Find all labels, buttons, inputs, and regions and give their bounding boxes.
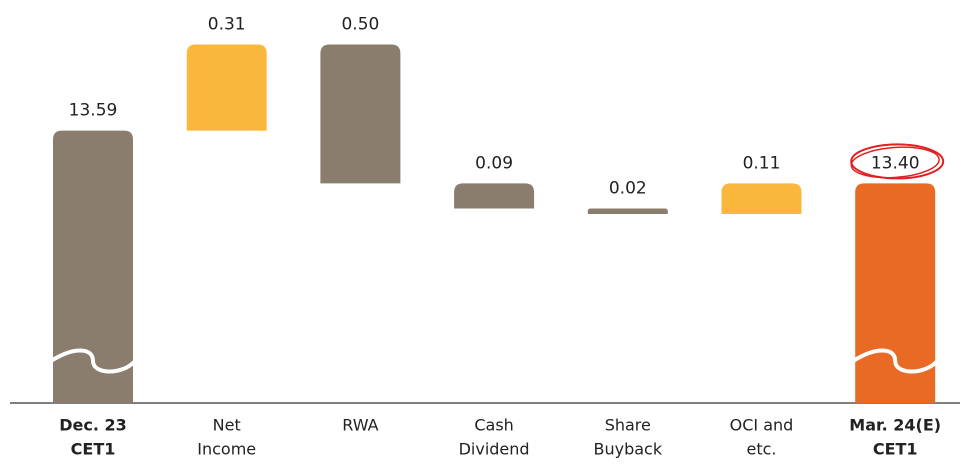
- bar: [53, 130, 133, 404]
- bar: [721, 183, 802, 215]
- x-tick-label: CET1: [71, 440, 116, 459]
- value-label: 13.40: [871, 153, 920, 173]
- value-label: 0.50: [341, 14, 379, 34]
- x-tick-label: CET1: [873, 440, 918, 459]
- x-tick-label: Dec. 23: [59, 416, 127, 435]
- x-tick-label: Buyback: [593, 440, 662, 459]
- bar: [855, 183, 936, 403]
- value-label: 0.02: [609, 178, 647, 198]
- x-tick-label: Dividend: [459, 440, 530, 459]
- value-label: 13.59: [69, 101, 118, 121]
- axis-break: [852, 348, 939, 374]
- bar: [587, 208, 668, 215]
- highlight-circle: [850, 146, 940, 179]
- x-tick-label: RWA: [342, 416, 378, 435]
- x-tick-label: Mar. 24(E): [849, 416, 941, 435]
- x-tick-label: Income: [197, 440, 256, 459]
- value-label: 0.09: [475, 153, 513, 173]
- x-tick-label: Cash: [474, 416, 513, 435]
- axis-break: [49, 348, 137, 374]
- x-tick-label: OCI and: [730, 416, 794, 435]
- x-tick-label: Share: [605, 416, 651, 435]
- bar: [186, 44, 267, 131]
- value-label: 0.11: [743, 153, 781, 173]
- x-tick-label: etc.: [747, 440, 777, 459]
- highlight-circle: [850, 143, 945, 180]
- bar: [454, 183, 535, 209]
- value-label: 0.31: [208, 14, 246, 34]
- x-tick-label: Net: [213, 416, 241, 435]
- bar: [320, 44, 401, 184]
